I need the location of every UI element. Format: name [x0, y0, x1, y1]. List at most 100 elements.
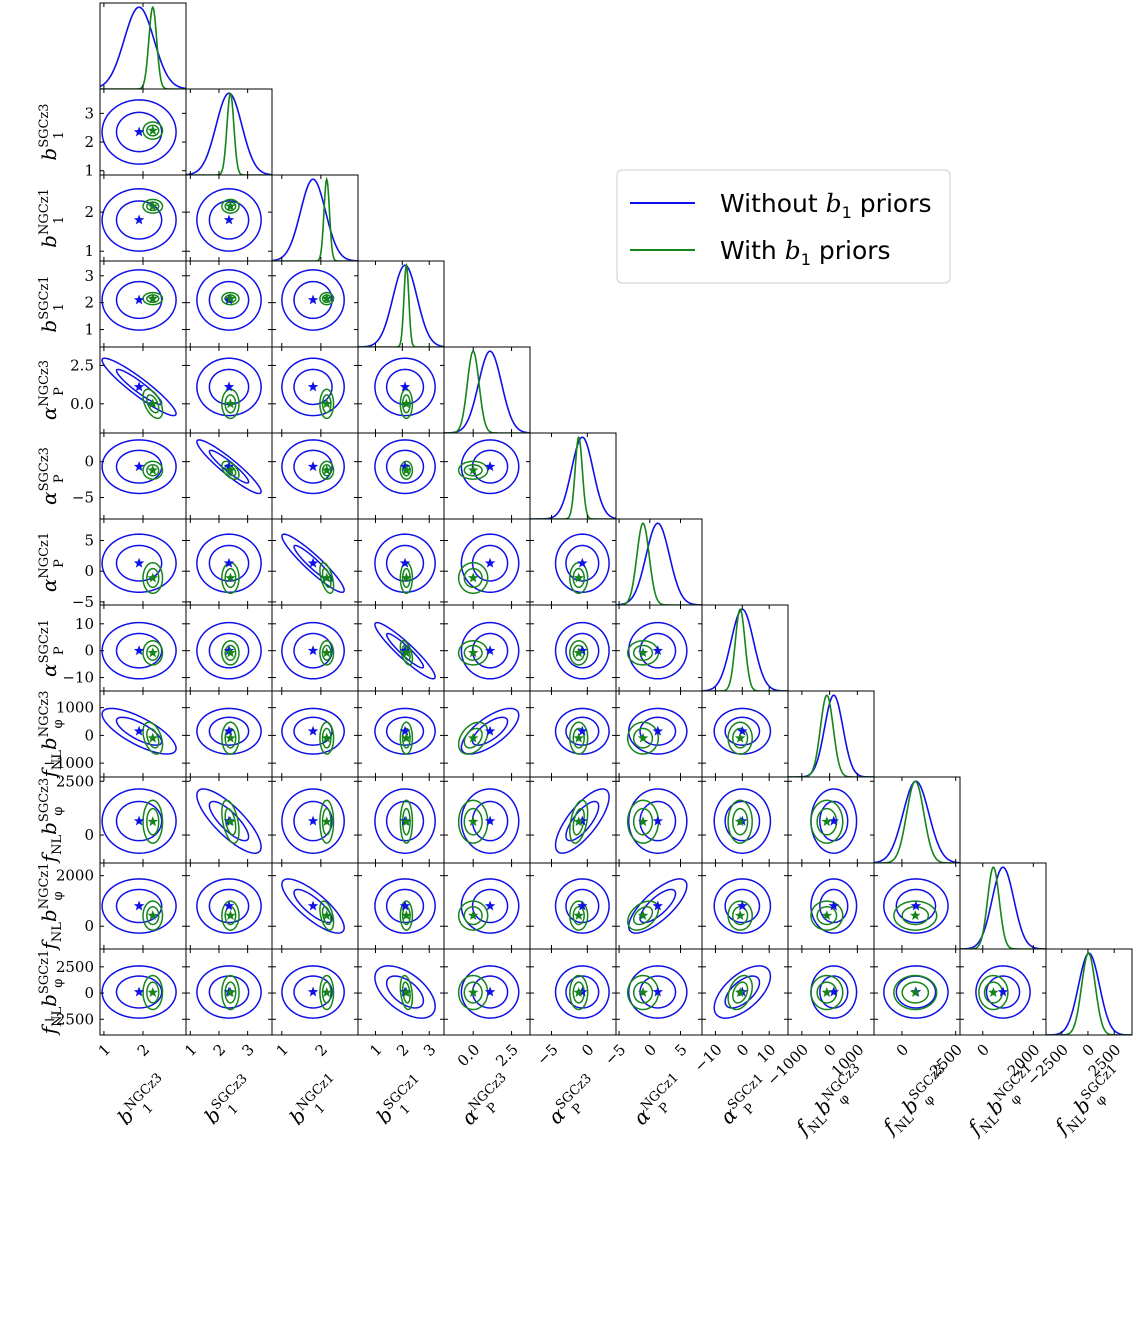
contour-green-95	[221, 460, 240, 480]
marginal-panel-fNLbphi_NGCz1	[959, 862, 1047, 950]
marginal-green-b1_SGCz1	[358, 262, 444, 347]
contour-blue-68	[639, 888, 677, 924]
contour-blue-95	[374, 707, 436, 755]
best-fit-star-with	[573, 732, 584, 743]
panel-frame	[529, 862, 617, 950]
joint-panel-fNLbphi_SGCz3-vs-alphaP_SGCz3	[529, 776, 617, 864]
best-fit-star-with	[147, 910, 158, 921]
x-axis-label-alphaP_SGCz3: αSGCz3P	[543, 1071, 605, 1133]
contour-green-95	[319, 561, 335, 595]
y-tick-label: 0	[84, 984, 94, 1002]
panel-frame	[529, 690, 617, 778]
contour-blue-95	[281, 621, 345, 680]
best-fit-star-with	[147, 572, 158, 583]
joint-panel-alphaP_SGCz3-vs-b1_SGCz3	[185, 432, 273, 520]
y-tick-label: 2.5	[70, 356, 94, 374]
best-fit-star-with	[147, 464, 158, 475]
contour-green-95	[399, 388, 414, 420]
y-tick-label: 3	[84, 267, 94, 285]
contour-green-95	[221, 561, 240, 595]
x-tick-label: 0	[974, 1041, 993, 1060]
joint-panel-fNLbphi_SGCz3-vs-b1_NGCz3	[99, 776, 187, 864]
contour-blue-95	[196, 188, 262, 252]
contour-green-68	[572, 567, 585, 589]
contour-blue-95	[374, 965, 436, 1019]
marginal-blue-b1_SGCz3	[186, 92, 272, 175]
contour-blue-68	[385, 975, 425, 1009]
contour-blue-68	[471, 888, 509, 924]
y-tick-label: 0	[84, 826, 94, 844]
panel-frame	[271, 432, 359, 520]
contour-green-95	[569, 640, 589, 666]
contour-green-95	[457, 799, 489, 844]
contour-blue-68	[565, 975, 600, 1009]
contour-green-95	[319, 900, 335, 931]
x-axis-label-b1_SGCz1: bSGCz11	[372, 1071, 434, 1133]
joint-panel-alphaP_NGCz3-vs-b1_SGCz1	[357, 346, 445, 434]
contour-green-68	[224, 394, 237, 414]
contour-blue-68	[565, 716, 600, 746]
contour-blue-68	[115, 632, 163, 669]
best-fit-star-without	[223, 725, 235, 736]
best-fit-star-with	[573, 910, 584, 921]
panel-frame	[271, 174, 359, 262]
panel-frame	[443, 346, 531, 434]
y-tick-label: 0	[84, 642, 94, 660]
contour-blue-95	[460, 788, 520, 854]
contour-green-95	[727, 900, 753, 931]
contour-blue-95	[196, 707, 262, 755]
joint-panel-fNLbphi_NGCz1-vs-b1_SGCz1	[357, 862, 445, 950]
contour-green-68	[224, 567, 237, 589]
panel-frame	[1045, 948, 1133, 1036]
panel-frame	[99, 2, 187, 90]
contour-green-68	[463, 807, 483, 836]
contour-green-68	[146, 294, 160, 304]
marginal-green-fNLbphi_SGCz1	[1046, 952, 1132, 1035]
contour-green-68	[632, 727, 654, 749]
x-axis-label-b1_SGCz3: bSGCz31	[200, 1071, 262, 1133]
marginal-panel-alphaP_NGCz3	[443, 346, 531, 434]
best-fit-star-with	[321, 816, 332, 827]
contour-blue-68	[385, 368, 425, 406]
joint-panel-fNLbphi_NGCz3-vs-b1_NGCz3	[99, 690, 187, 778]
contour-blue-68	[115, 111, 163, 153]
best-fit-star-with	[321, 732, 332, 743]
joint-panel-b1_SGCz3-vs-b1_NGCz3	[99, 88, 187, 176]
contour-blue-95	[554, 965, 610, 1019]
contour-blue-68	[115, 200, 163, 240]
best-fit-star-with	[321, 464, 332, 475]
marginal-green-fNLbphi_NGCz1	[960, 866, 1046, 949]
marginal-panel-b1_SGCz3	[185, 88, 273, 176]
contour-green-68	[146, 567, 160, 589]
joint-panel-b1_SGCz1-vs-b1_NGCz1	[271, 260, 359, 348]
marginal-blue-fNLbphi_SGCz3	[874, 780, 960, 863]
y-tick-label: 0	[84, 917, 94, 935]
best-fit-star-without	[133, 815, 145, 826]
joint-panel-fNLbphi_SGCz3-vs-alphaP_SGCz1	[701, 776, 789, 864]
joint-panel-fNLbphi_NGCz3-vs-b1_SGCz1	[357, 690, 445, 778]
contour-green-95	[569, 974, 589, 1011]
contour-green-95	[399, 561, 414, 595]
best-fit-star-with	[225, 816, 236, 827]
contour-blue-68	[565, 888, 600, 924]
panel-frame	[99, 174, 187, 262]
joint-panel-b1_SGCz1-vs-b1_NGCz3	[99, 260, 187, 348]
contour-green-68	[321, 807, 332, 836]
best-fit-star-without	[307, 557, 319, 568]
y-tick-label: −2500	[43, 1010, 94, 1028]
joint-panel-fNLbphi_NGCz1-vs-alphaP_NGCz1	[615, 862, 703, 950]
joint-panel-fNLbphi_NGCz1-vs-alphaP_SGCz3	[529, 862, 617, 950]
x-axis-label-fNLbphi_NGCz3: fNLbNGCz3φ	[790, 1061, 873, 1144]
contour-blue-95	[101, 788, 177, 854]
contour-green-68	[321, 644, 332, 661]
contour-green-68	[146, 727, 160, 749]
best-fit-star-with	[637, 816, 649, 827]
contour-green-68	[732, 807, 749, 836]
contour-blue-68	[208, 800, 250, 842]
contour-green-95	[221, 721, 240, 755]
best-fit-star-with	[637, 987, 649, 997]
contour-blue-68	[385, 716, 425, 746]
best-fit-star-without	[737, 725, 748, 736]
best-fit-star-with	[147, 816, 158, 827]
